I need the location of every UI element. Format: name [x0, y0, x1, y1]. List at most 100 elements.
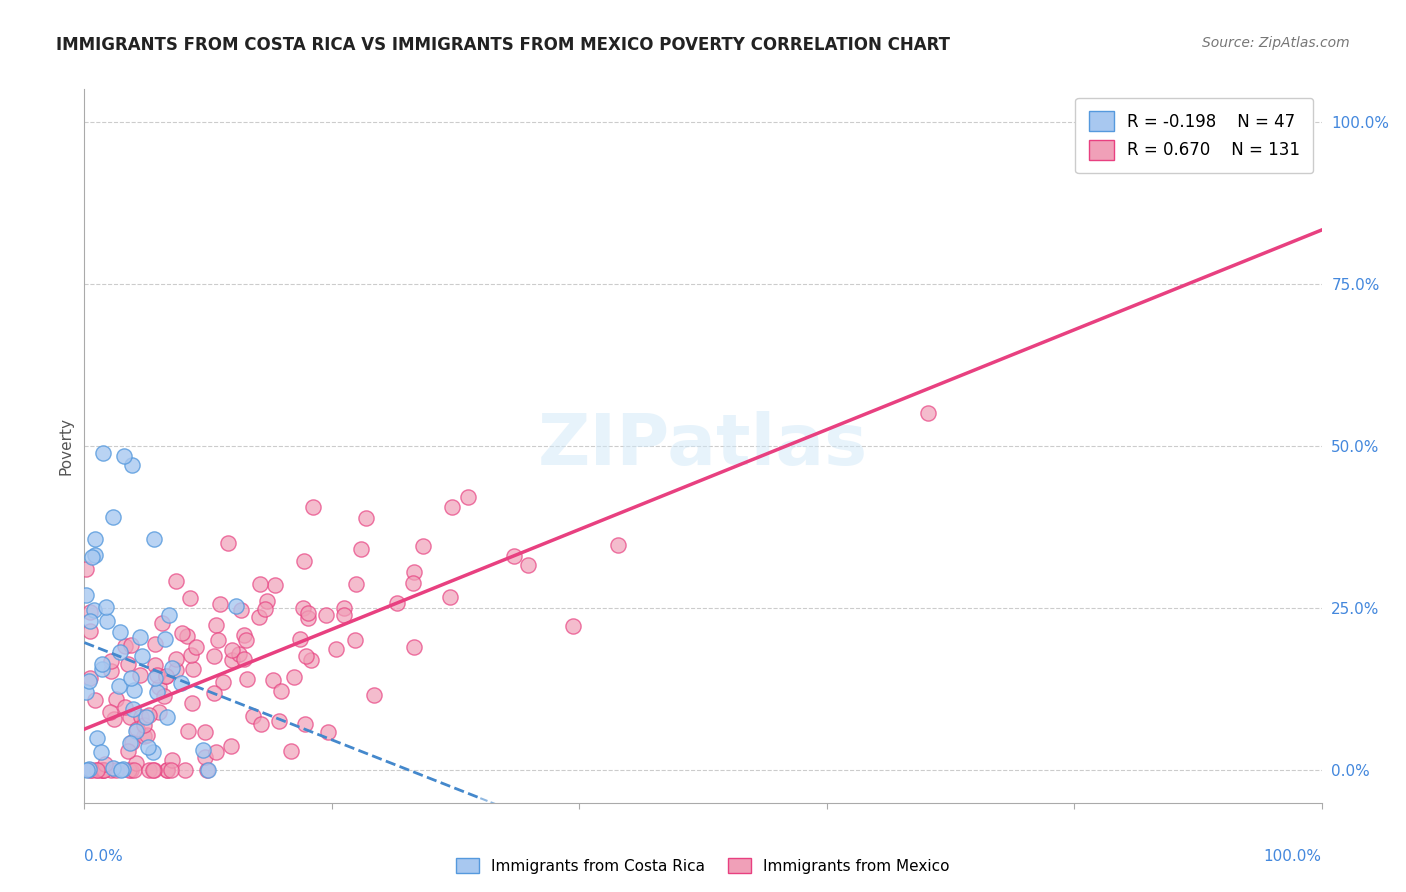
Point [118, 736, 141, 750]
Point [202, 648, 225, 663]
Point [80, 550, 103, 565]
Point [269, 714, 291, 728]
Point [104, 764, 127, 778]
Point [295, 649, 318, 664]
Point [412, 539, 434, 553]
Point [120, 638, 142, 652]
Point [108, 645, 131, 659]
Point [77, 762, 100, 776]
Point [160, 753, 183, 767]
Point [440, 500, 463, 514]
Point [174, 764, 197, 778]
Point [242, 709, 264, 723]
Point [502, 549, 524, 564]
Legend: R = -0.198    N = 47, R = 0.670    N = 131: R = -0.198 N = 47, R = 0.670 N = 131 [1076, 97, 1313, 173]
Point [387, 596, 409, 610]
Point [302, 500, 325, 515]
Point [105, 692, 128, 706]
Text: Source: ZipAtlas.com: Source: ZipAtlas.com [1202, 36, 1350, 50]
Point [148, 706, 170, 720]
Point [128, 668, 150, 682]
Point [233, 652, 256, 666]
Text: IMMIGRANTS FROM COSTA RICA VS IMMIGRANTS FROM MEXICO POVERTY CORRELATION CHART: IMMIGRANTS FROM COSTA RICA VS IMMIGRANTS… [56, 36, 950, 54]
Point [165, 651, 187, 665]
Point [169, 676, 191, 690]
Point [270, 683, 292, 698]
Point [96, 614, 118, 628]
Point [121, 735, 143, 749]
Point [202, 686, 225, 700]
Point [221, 642, 243, 657]
Point [107, 679, 129, 693]
Point [350, 541, 373, 556]
Point [176, 724, 198, 739]
Point [100, 654, 122, 668]
Point [90, 764, 112, 778]
Point [122, 682, 145, 697]
Point [143, 658, 166, 673]
Point [207, 633, 229, 648]
Point [122, 701, 145, 715]
Point [75, 562, 97, 576]
Point [212, 674, 235, 689]
Point [315, 607, 337, 622]
Point [153, 690, 176, 704]
Point [142, 764, 165, 778]
Point [457, 490, 479, 504]
Point [122, 764, 145, 778]
Point [142, 764, 165, 778]
Point [363, 688, 385, 702]
Point [98, 705, 121, 719]
Point [148, 680, 170, 694]
Point [80, 764, 103, 778]
Point [134, 718, 156, 732]
Point [84, 549, 107, 563]
Point [235, 633, 257, 648]
Point [75, 588, 97, 602]
Point [247, 610, 270, 624]
Point [170, 626, 193, 640]
Point [155, 669, 177, 683]
Point [179, 591, 201, 605]
Point [165, 574, 187, 588]
Point [205, 618, 228, 632]
Point [176, 629, 198, 643]
Point [117, 744, 139, 758]
Point [103, 712, 125, 726]
Point [90, 657, 112, 672]
Point [325, 641, 347, 656]
Point [156, 764, 179, 778]
Point [79, 764, 101, 778]
Point [94, 757, 117, 772]
Point [142, 532, 165, 546]
Point [94, 600, 117, 615]
Point [155, 632, 177, 647]
Point [131, 649, 153, 664]
Point [184, 640, 207, 654]
Point [108, 625, 131, 640]
Point [262, 673, 284, 687]
Point [204, 745, 226, 759]
Point [256, 594, 278, 608]
Point [294, 716, 316, 731]
Point [135, 709, 157, 723]
Point [128, 630, 150, 644]
Point [344, 577, 367, 591]
Point [208, 597, 231, 611]
Point [79, 624, 101, 638]
Point [103, 510, 125, 524]
Point [181, 662, 204, 676]
Point [288, 632, 311, 646]
Point [146, 684, 169, 698]
Point [117, 657, 139, 672]
Point [143, 671, 166, 685]
Point [143, 637, 166, 651]
Point [91, 764, 114, 778]
Point [561, 618, 583, 632]
Point [228, 647, 250, 661]
Point [194, 749, 217, 764]
Point [100, 764, 122, 778]
Point [112, 449, 135, 463]
Point [84, 532, 107, 546]
Point [79, 614, 101, 628]
